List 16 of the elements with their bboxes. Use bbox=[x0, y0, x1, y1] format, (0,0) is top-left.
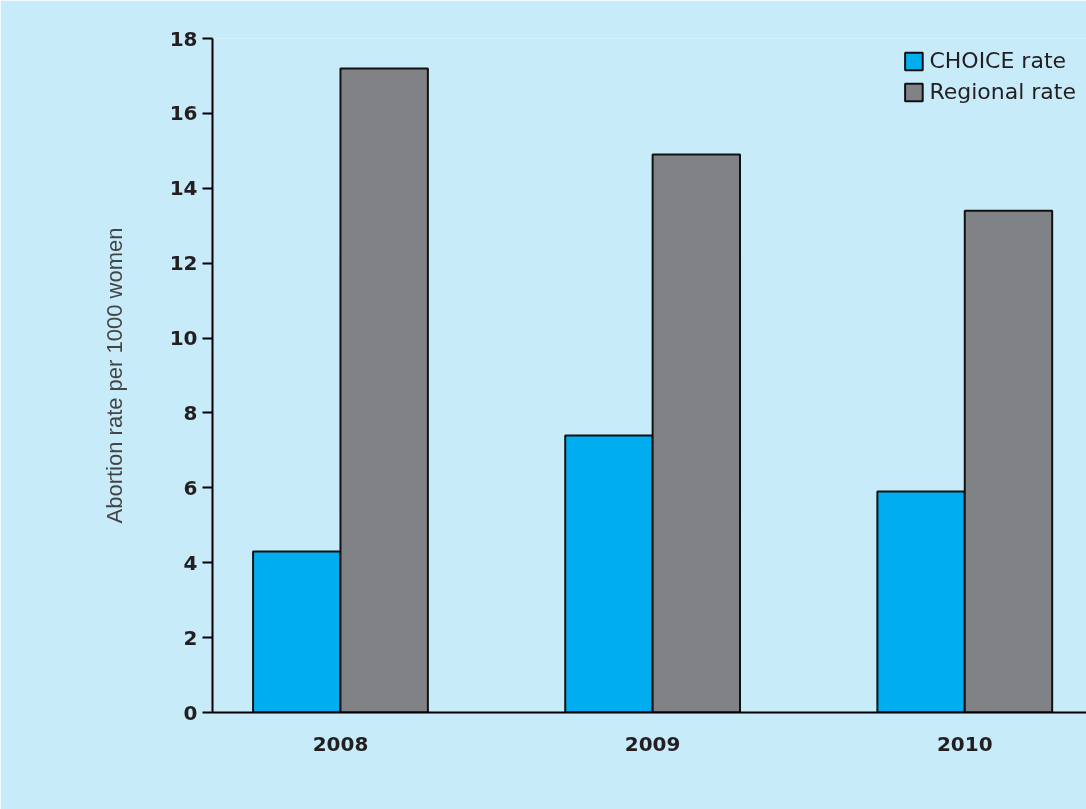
y-tick-label: 4 bbox=[183, 550, 198, 575]
legend-label: CHOICE rate bbox=[929, 48, 1067, 73]
y-tick-label: 0 bbox=[183, 700, 198, 725]
y-tick-label: 14 bbox=[169, 176, 198, 201]
y-tick-label: 2 bbox=[183, 625, 198, 650]
legend-label: Regional rate bbox=[929, 79, 1076, 104]
y-tick-label: 16 bbox=[169, 101, 198, 126]
x-tick-label: 2009 bbox=[624, 731, 681, 756]
y-tick-label: 18 bbox=[169, 26, 198, 51]
y-tick-label: 10 bbox=[169, 326, 198, 351]
y-axis-title: Abortion rate per 1000 women bbox=[101, 227, 127, 524]
x-tick-label: 2008 bbox=[312, 731, 369, 756]
y-tick-label: 8 bbox=[183, 400, 198, 425]
y-tick-label: 6 bbox=[183, 475, 198, 500]
y-tick-label: 12 bbox=[169, 251, 198, 276]
x-tick-label: 2010 bbox=[936, 731, 993, 756]
